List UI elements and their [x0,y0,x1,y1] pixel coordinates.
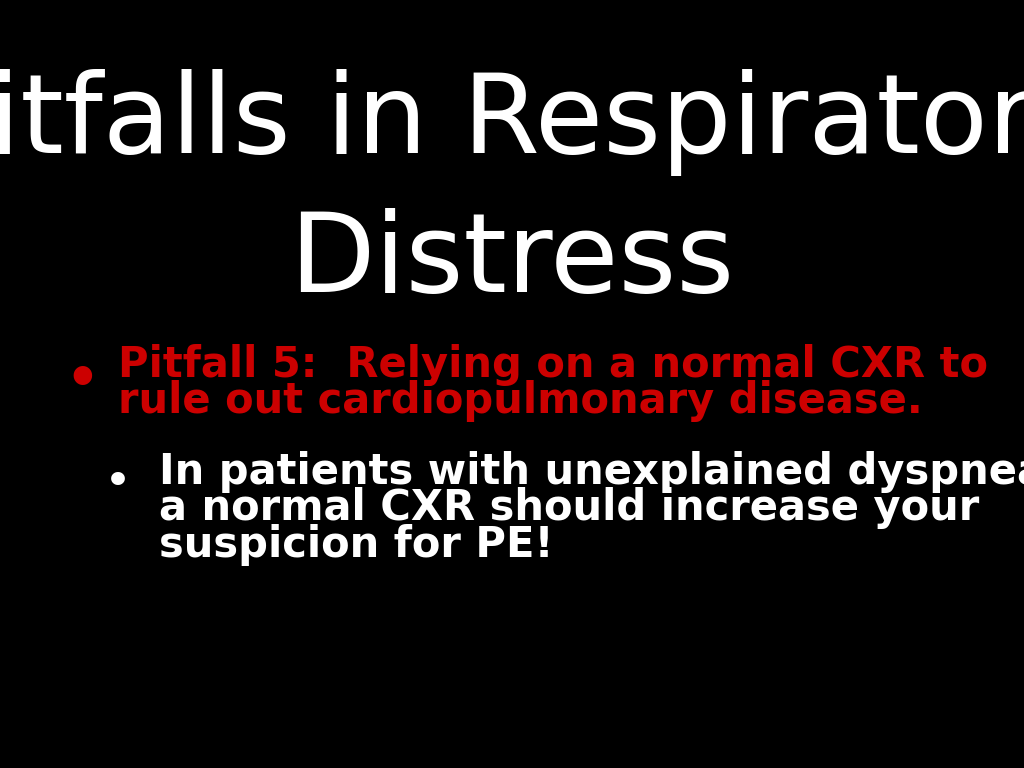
Text: In patients with unexplained dyspnea,: In patients with unexplained dyspnea, [159,452,1024,493]
Text: Distress: Distress [290,207,734,315]
Text: suspicion for PE!: suspicion for PE! [159,524,553,565]
Text: •: • [103,462,132,506]
Text: Pitfalls in Respiratory: Pitfalls in Respiratory [0,69,1024,177]
Text: a normal CXR should increase your: a normal CXR should increase your [159,488,979,529]
Text: rule out cardiopulmonary disease.: rule out cardiopulmonary disease. [118,380,923,422]
Text: •: • [66,354,98,406]
Text: Pitfall 5:  Relying on a normal CXR to: Pitfall 5: Relying on a normal CXR to [118,344,988,386]
